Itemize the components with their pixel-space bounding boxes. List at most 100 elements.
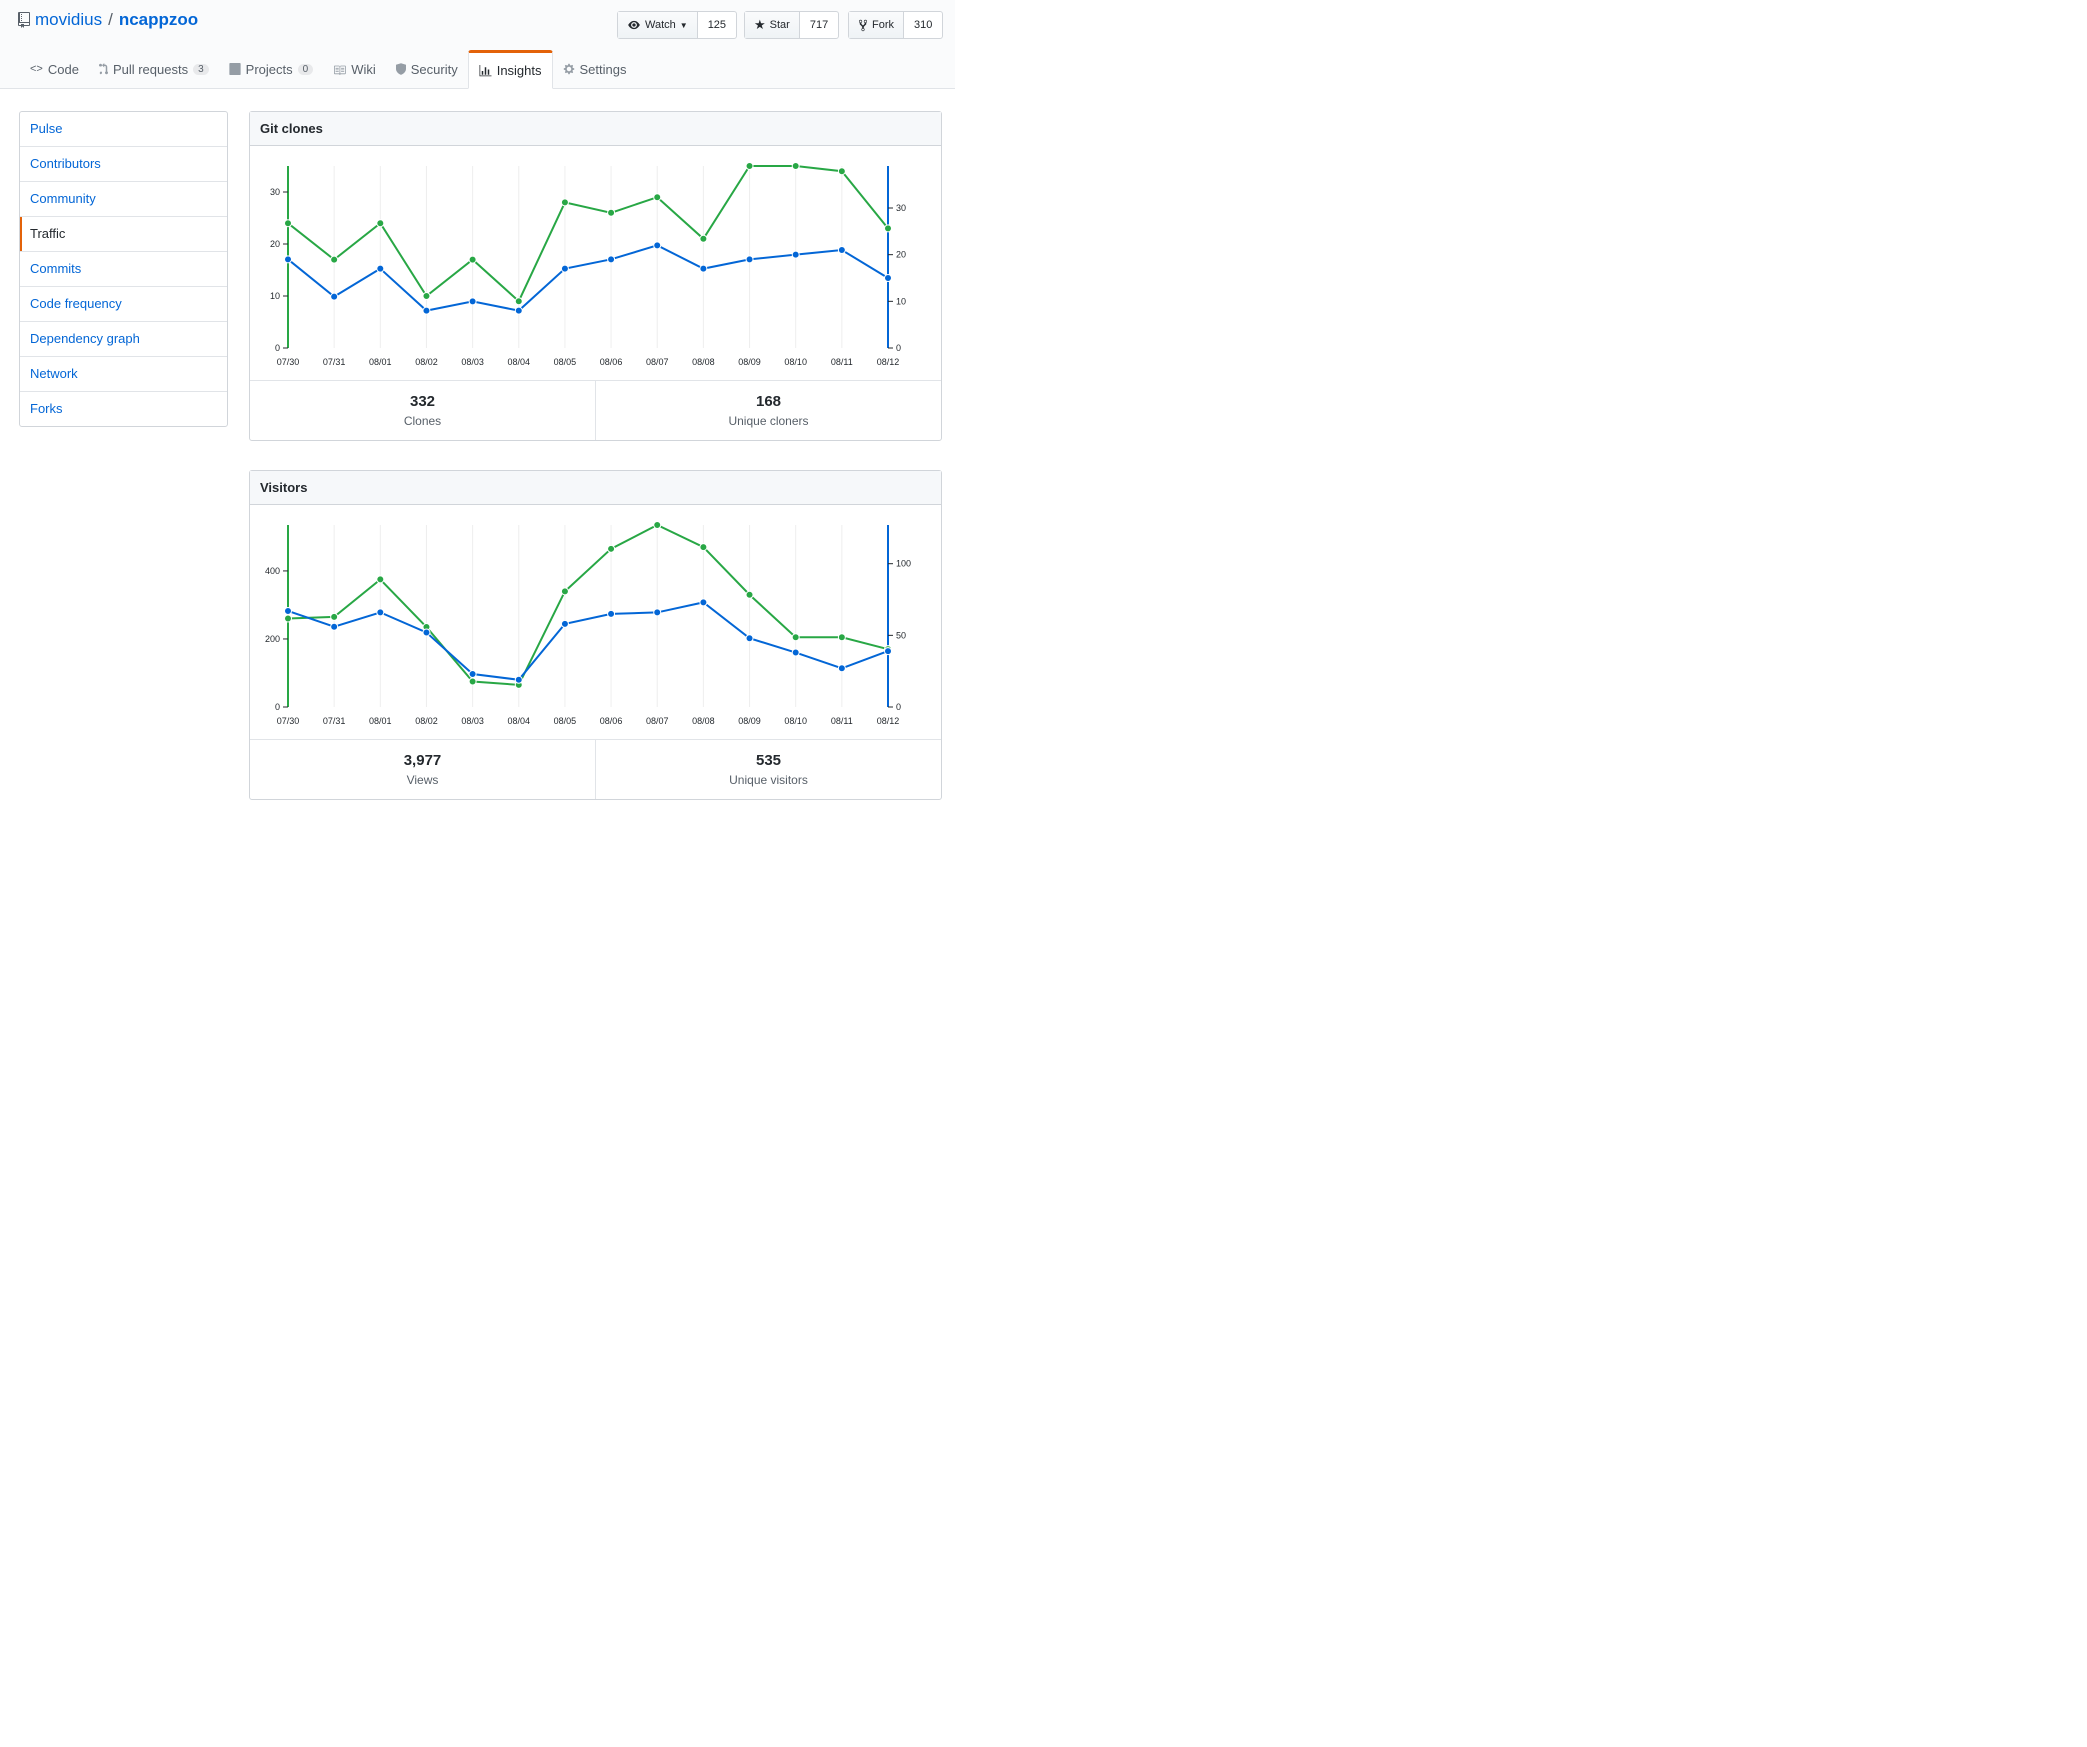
unique-data-point[interactable]	[514, 675, 523, 684]
unique-data-point[interactable]	[884, 274, 892, 282]
unique-data-point[interactable]	[376, 608, 385, 617]
project-icon	[229, 63, 241, 75]
total-data-point[interactable]	[468, 677, 477, 686]
total-data-point[interactable]	[607, 544, 616, 553]
x-tick-label: 08/12	[877, 357, 900, 367]
unique-data-point[interactable]	[284, 606, 292, 615]
left-tick-label: 10	[270, 291, 280, 301]
total-data-point[interactable]	[607, 208, 616, 217]
visitors-chart: 07/30 07/31 08/01 08/02 08/03 08/04 08/05 08/06…	[265, 521, 911, 726]
x-tick-label: 08/03	[461, 357, 484, 367]
star-count[interactable]: 717	[809, 19, 829, 31]
unique-data-point[interactable]	[560, 264, 569, 273]
unique-data-point[interactable]	[422, 628, 431, 637]
tab-wiki[interactable]: Wiki	[323, 50, 386, 88]
gear-icon	[563, 63, 574, 75]
unique-data-point[interactable]	[560, 619, 569, 628]
unique-data-point[interactable]	[653, 241, 662, 250]
tab-pull-requests[interactable]: Pull requests 3	[89, 50, 219, 88]
total-data-point[interactable]	[560, 198, 569, 207]
total-data-point[interactable]	[560, 587, 569, 596]
unique-data-point[interactable]	[699, 598, 708, 607]
menu-item-commits[interactable]: Commits	[20, 252, 227, 287]
total-data-point[interactable]	[330, 255, 339, 264]
total-data-point[interactable]	[884, 224, 892, 233]
unique-data-point[interactable]	[884, 647, 892, 656]
total-data-point[interactable]	[284, 219, 292, 228]
clones-summary: 332 Clones 168 Unique cloners	[250, 380, 941, 440]
total-data-point[interactable]	[837, 167, 846, 176]
watch-count[interactable]: 125	[707, 19, 727, 31]
total-data-point[interactable]	[653, 193, 662, 202]
tab-settings[interactable]: Settings	[553, 50, 637, 88]
unique-data-point[interactable]	[791, 648, 800, 657]
right-tick-label: 0	[896, 343, 901, 353]
total-data-point[interactable]	[376, 219, 385, 228]
total-data-point[interactable]	[791, 633, 800, 642]
unique-data-point[interactable]	[422, 306, 431, 315]
x-tick-label: 08/01	[369, 716, 392, 726]
unique-data-point[interactable]	[284, 255, 292, 264]
unique-data-point[interactable]	[330, 622, 339, 631]
x-tick-label: 08/02	[415, 357, 438, 367]
menu-item-community[interactable]: Community	[20, 182, 227, 217]
watch-button[interactable]: Watch ▼	[618, 12, 698, 38]
menu-item-code-frequency[interactable]: Code frequency	[20, 287, 227, 322]
total-data-point[interactable]	[699, 234, 708, 243]
tab-counter: 0	[297, 63, 314, 75]
repo-title: movidius / ncappzoo	[18, 10, 198, 30]
clones-total: 332 Clones	[250, 381, 595, 440]
unique-data-point[interactable]	[745, 634, 754, 643]
unique-data-point[interactable]	[791, 250, 800, 259]
left-tick-label: 0	[275, 702, 280, 712]
total-data-point[interactable]	[422, 292, 431, 300]
unique-data-point[interactable]	[607, 255, 616, 264]
total-data-point[interactable]	[745, 590, 754, 599]
fork-count[interactable]: 310	[914, 19, 933, 31]
menu-item-dependency-graph[interactable]: Dependency graph	[20, 322, 227, 357]
tab-code[interactable]: <> Code	[20, 50, 89, 88]
unique-data-point[interactable]	[468, 297, 477, 306]
unique-data-point[interactable]	[376, 264, 385, 273]
total-data-point[interactable]	[284, 614, 292, 623]
tab-projects[interactable]: Projects 0	[219, 50, 324, 88]
total-data-point[interactable]	[514, 297, 523, 306]
fork-button[interactable]: Fork	[849, 12, 904, 38]
tab-label: Wiki	[351, 61, 376, 77]
visitors-unique: 535 Unique visitors	[595, 740, 941, 799]
total-data-point[interactable]	[745, 162, 754, 170]
menu-item-forks[interactable]: Forks	[30, 401, 63, 416]
unique-data-point[interactable]	[330, 292, 339, 301]
total-data-point[interactable]	[837, 633, 846, 642]
star-label: Star	[769, 19, 790, 31]
x-tick-label: 08/11	[831, 357, 853, 367]
pull-request-icon	[98, 63, 108, 75]
total-data-point[interactable]	[791, 162, 800, 170]
unique-data-point[interactable]	[837, 664, 846, 673]
unique-data-point[interactable]	[699, 264, 708, 273]
menu-item-pulse[interactable]: Pulse	[20, 112, 227, 147]
visitors-summary: 3,977 Views 535 Unique visitors	[250, 739, 941, 799]
x-tick-label: 08/07	[646, 716, 669, 726]
unique-data-point[interactable]	[837, 246, 846, 254]
menu-item-traffic[interactable]: Traffic	[20, 217, 227, 252]
x-tick-label: 08/05	[554, 716, 577, 726]
total-data-point[interactable]	[376, 575, 385, 584]
tab-insights[interactable]: Insights	[467, 50, 553, 89]
unique-data-point[interactable]	[468, 670, 477, 679]
total-data-point[interactable]	[330, 612, 339, 621]
unique-data-point[interactable]	[653, 608, 662, 617]
unique-data-point[interactable]	[514, 306, 523, 315]
total-data-point[interactable]	[653, 521, 662, 529]
menu-item-network[interactable]: Network	[20, 357, 227, 392]
unique-data-point[interactable]	[745, 255, 754, 264]
star-button[interactable]: ★ Star	[745, 12, 800, 38]
total-data-point[interactable]	[468, 255, 477, 264]
total-data-point[interactable]	[699, 543, 708, 552]
repo-owner-link[interactable]: movidius	[35, 10, 103, 29]
tab-security[interactable]: Security	[386, 50, 468, 88]
repo-name-link[interactable]: ncappzoo	[118, 10, 199, 29]
menu-item-contributors[interactable]: Contributors	[20, 147, 227, 182]
clones-unique: 168 Unique cloners	[595, 381, 941, 440]
unique-data-point[interactable]	[607, 609, 616, 618]
